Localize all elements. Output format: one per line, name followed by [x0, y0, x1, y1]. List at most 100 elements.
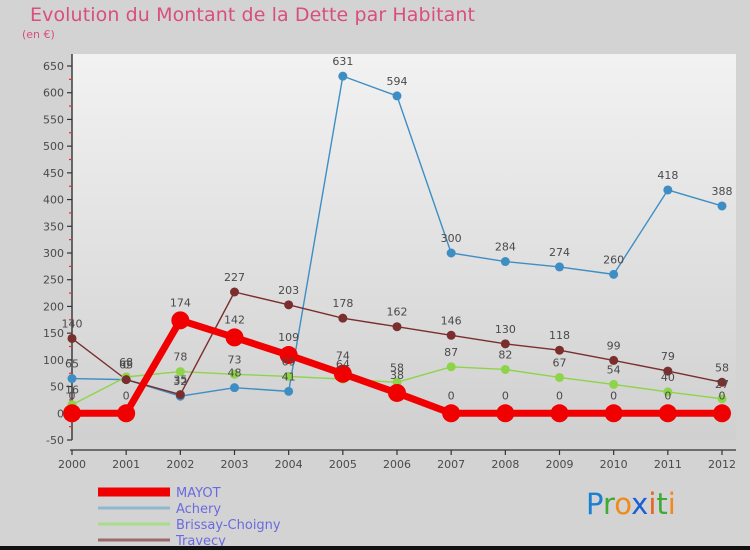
data-label-achery: 32: [173, 375, 187, 388]
data-label-travecy: 146: [441, 314, 462, 327]
data-label-travecy: 178: [332, 297, 353, 310]
x-tick-label: 2011: [654, 458, 682, 471]
y-tick-label: 0: [57, 407, 64, 420]
data-label-brissay-choigny: 16: [65, 384, 79, 397]
x-tick-label: 2006: [383, 458, 411, 471]
data-label-brissay-choigny: 54: [607, 363, 621, 376]
data-label-mayot: 142: [224, 313, 245, 326]
data-point-achery: [67, 374, 77, 384]
data-point-achery: [446, 248, 456, 258]
data-label-achery: 631: [332, 55, 353, 68]
data-label-travecy: 58: [715, 361, 729, 374]
data-label-mayot: 0: [69, 389, 76, 402]
data-point-brissay-choigny: [555, 372, 564, 382]
data-label-achery: 41: [282, 370, 296, 383]
data-point-travecy: [67, 333, 77, 343]
y-tick-label: 200: [43, 300, 64, 313]
data-label-mayot: 0: [610, 389, 617, 402]
data-point-achery: [500, 257, 510, 267]
data-label-brissay-choigny: 73: [228, 353, 242, 366]
legend-label-0[interactable]: MAYOT: [176, 486, 221, 501]
data-point-achery: [717, 201, 727, 211]
data-label-mayot: 0: [719, 389, 726, 402]
data-label-travecy: 0: [123, 359, 130, 372]
data-label-achery: 48: [228, 367, 242, 380]
data-label-travecy: 227: [224, 271, 245, 284]
data-label-travecy: 118: [549, 329, 570, 342]
data-point-mayot: [171, 311, 190, 330]
chart-unit-subtitle: (en €): [22, 28, 55, 41]
data-label-brissay-choigny: 68: [119, 356, 133, 369]
legend-label-3[interactable]: Travecy: [175, 534, 226, 549]
data-label-brissay-choigny: 40: [661, 371, 675, 384]
y-tick-label: 250: [43, 274, 64, 287]
data-label-achery: 418: [657, 169, 678, 182]
data-point-mayot: [550, 404, 569, 423]
data-point-travecy: [230, 287, 239, 297]
logo-letter-x: x: [631, 487, 649, 521]
data-point-brissay-choigny: [284, 371, 294, 381]
y-tick-label: 500: [43, 140, 64, 153]
legend-label-1[interactable]: Achery: [176, 502, 221, 517]
data-point-mayot: [442, 404, 461, 423]
x-tick-label: 2007: [437, 458, 465, 471]
x-tick-label: 2012: [708, 458, 736, 471]
y-tick-label: 300: [43, 247, 64, 260]
data-label-mayot: 174: [170, 296, 191, 309]
data-label-mayot: 0: [664, 389, 671, 402]
proxiti-logo: Proxiti: [586, 487, 676, 521]
x-tick-label: 2004: [275, 458, 303, 471]
data-point-mayot: [117, 404, 136, 423]
data-label-brissay-choigny: 58: [390, 361, 404, 374]
data-point-travecy: [555, 345, 564, 355]
y-tick-label: 100: [43, 354, 64, 367]
data-point-achery: [230, 383, 239, 393]
data-point-brissay-choigny: [500, 364, 510, 374]
data-label-achery: 300: [441, 232, 462, 245]
data-point-travecy: [717, 377, 727, 387]
data-point-achery: [609, 269, 619, 279]
data-point-achery: [338, 71, 348, 81]
plot-area-background: [72, 54, 736, 440]
data-point-brissay-choigny: [446, 362, 456, 372]
y-tick-label: -50: [46, 434, 64, 447]
data-point-mayot: [658, 404, 677, 423]
data-point-travecy: [121, 375, 131, 385]
data-point-brissay-choigny: [230, 369, 239, 379]
data-label-travecy: 35: [173, 374, 187, 387]
data-label-mayot: 0: [448, 389, 455, 402]
legend-label-2[interactable]: Brissay-Choigny: [176, 518, 281, 533]
data-point-brissay-choigny: [717, 394, 727, 404]
x-tick-label: 2001: [112, 458, 140, 471]
data-label-brissay-choigny: 64: [336, 358, 350, 371]
data-point-mayot: [63, 404, 81, 423]
data-label-achery: 260: [603, 253, 624, 266]
data-label-mayot: 109: [278, 331, 299, 344]
data-label-achery: 594: [387, 75, 408, 88]
data-label-travecy: 130: [495, 323, 516, 336]
data-point-mayot: [496, 404, 515, 423]
data-point-brissay-choigny: [663, 387, 673, 397]
y-tick-label: 400: [43, 194, 64, 207]
logo-letter-i2: i: [667, 487, 676, 521]
data-point-mayot: [333, 364, 352, 383]
data-label-travecy: 79: [661, 350, 675, 363]
logo-letter-t: t: [656, 487, 668, 521]
data-label-achery: 63: [119, 359, 133, 372]
data-label-mayot: 74: [336, 350, 350, 363]
data-point-travecy: [284, 300, 294, 310]
data-label-achery: 274: [549, 246, 570, 259]
data-label-brissay-choigny: 87: [444, 346, 458, 359]
data-label-mayot: 0: [502, 389, 509, 402]
data-point-achery: [392, 91, 402, 101]
data-label-achery: 388: [712, 185, 733, 198]
x-tick-label: 2003: [221, 458, 249, 471]
data-label-mayot: 38: [390, 369, 404, 382]
data-point-brissay-choigny: [175, 367, 185, 377]
data-point-mayot: [713, 404, 731, 423]
data-point-travecy: [338, 313, 348, 323]
x-tick-label: 2009: [546, 458, 574, 471]
page-title: Evolution du Montant de la Dette par Hab…: [30, 4, 476, 26]
